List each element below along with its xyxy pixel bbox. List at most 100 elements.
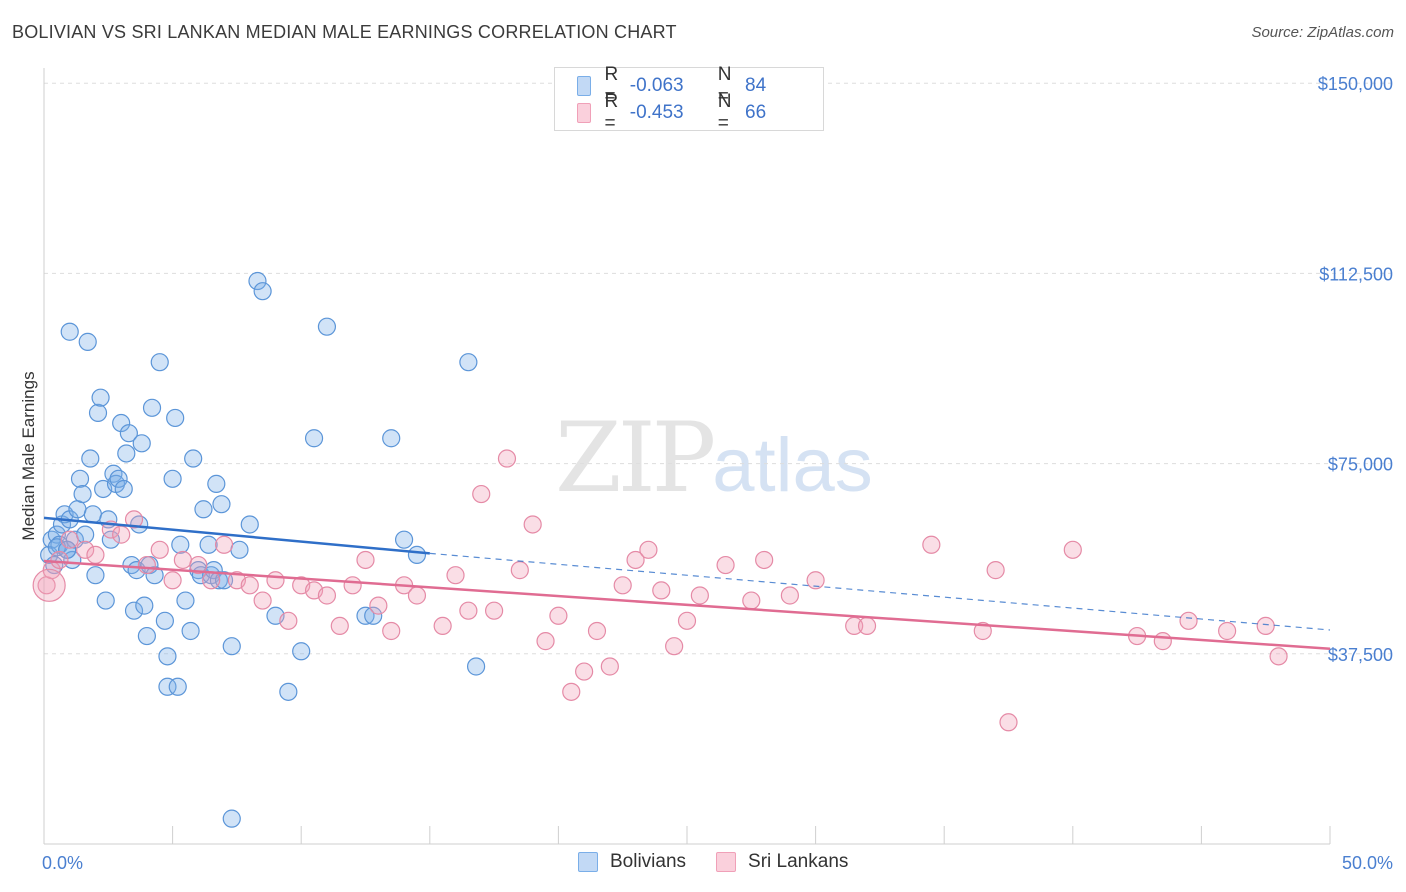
sri-lankans-point [343, 576, 362, 595]
sri-lankans-point [330, 616, 349, 636]
sri-lankans-point [407, 586, 427, 605]
bolivians-point [150, 353, 169, 372]
bolivians-point [222, 637, 241, 656]
legend-swatch-bolivians [577, 76, 591, 96]
y-axis-label: Median Male Earnings [19, 371, 38, 540]
sri-lankans-point [189, 555, 208, 575]
series-legend-label: Bolivians [610, 851, 687, 872]
sri-lankans-point [652, 581, 671, 600]
legend-r-label: R = [604, 91, 619, 134]
legend-r-value: -0.063 [629, 75, 684, 96]
bolivians-point [60, 322, 79, 341]
bolivians-point [158, 677, 177, 696]
bolivians-point [119, 424, 138, 443]
bolivians-point [194, 500, 213, 519]
bolivians-point [184, 449, 203, 468]
sri-lankans-point [173, 550, 192, 570]
sri-lankans-point [999, 713, 1018, 732]
bolivians-point [158, 647, 177, 666]
sri-lankans-point [677, 611, 697, 630]
sri-lankans-point [382, 621, 401, 641]
sri-lankans-point [922, 535, 941, 554]
sri-lankans-point [240, 576, 259, 595]
series-legend: Bolivians Sri Lankans [578, 851, 878, 873]
sri-lankans-point [1256, 616, 1275, 636]
sri-lankans-point [1063, 540, 1082, 559]
x-tick-label: 50.0% [1342, 853, 1393, 873]
legend-n-value: 66 [745, 102, 767, 123]
bolivians-point [279, 682, 298, 701]
bolivians-point [212, 495, 231, 514]
y-tick-label: $37,500 [1328, 645, 1393, 665]
sri-lankans-point [369, 596, 388, 615]
sri-lankans-point [202, 571, 221, 590]
correlation-legend: R = -0.063 N = 84 R = -0.453 N = 66 [554, 64, 824, 134]
bolivians-point [240, 515, 259, 534]
bolivians-point [112, 413, 131, 433]
bolivians-point [382, 429, 401, 448]
bolivians-point [214, 571, 234, 590]
bolivians-point [96, 591, 115, 610]
watermark-zip: ZIP [555, 402, 716, 514]
sri-lankans-point [600, 657, 619, 676]
series-legend-label: Sri Lankans [748, 851, 849, 872]
sri-lankans-point [742, 591, 761, 610]
bolivians-point [88, 403, 108, 422]
sri-lankans-point [1179, 611, 1198, 630]
sri-lankans-point [356, 550, 375, 570]
sri-lankans-point [639, 540, 658, 559]
sri-lankans-point [755, 550, 774, 570]
legend-swatch-sri-lankans [577, 103, 591, 123]
bolivians-point [73, 484, 92, 504]
watermark: ZIPatlas [555, 402, 873, 514]
sri-lankans-point [163, 571, 182, 590]
bolivians-point [130, 515, 149, 534]
bolivians-point [356, 606, 375, 625]
legend-r-value: -0.453 [629, 102, 684, 123]
sri-lankans-point [690, 586, 709, 605]
sri-lankans-point [433, 616, 452, 636]
sri-lankans-point [665, 637, 684, 656]
sri-lankans-point [472, 484, 491, 504]
bolivians-point [207, 474, 226, 493]
sri-lankans-point [137, 555, 156, 575]
sri-lankans-point [510, 561, 529, 580]
sri-lankans-point [485, 601, 504, 620]
bolivians-point [166, 408, 185, 428]
bolivians-point [171, 535, 190, 554]
bolivians-point [163, 469, 182, 488]
bolivians-point [122, 555, 141, 575]
sri-lankans-point [1218, 621, 1237, 641]
bolivians-point [304, 429, 324, 448]
bolivians-point [466, 657, 486, 676]
sri-lankans-point [112, 525, 131, 544]
legend-n-label: N = [717, 64, 732, 107]
sri-lankans-point [497, 449, 517, 468]
sri-lankans-point [626, 550, 645, 570]
sri-lankans-point [266, 571, 285, 590]
sri-lankans-point [806, 571, 825, 590]
bolivians-point [317, 317, 337, 336]
bolivians-point [68, 500, 87, 519]
y-tick-label: $112,500 [1319, 264, 1393, 284]
bolivians-point [124, 601, 144, 620]
bolivians-trend-line [43, 516, 430, 555]
sri-lankans-point [253, 591, 272, 610]
bolivians-point [81, 449, 100, 468]
bolivians-point [222, 809, 241, 828]
sri-lankans-trend-line [43, 559, 1331, 650]
sri-lankans-point [575, 662, 594, 681]
sri-lankans-point [32, 568, 66, 602]
sri-lankans-point [1269, 647, 1288, 666]
sri-lankans-point [1153, 632, 1172, 651]
bolivians-point [117, 444, 136, 463]
bolivians-point [230, 540, 249, 559]
sri-lankans-point [459, 601, 478, 620]
bolivians-point [248, 271, 267, 291]
x-tick-label: 0.0% [42, 853, 83, 873]
sri-lankans-point [317, 586, 337, 605]
bolivians-point [145, 566, 164, 585]
bolivians-point [253, 282, 272, 301]
sri-lankans-point [150, 540, 169, 559]
